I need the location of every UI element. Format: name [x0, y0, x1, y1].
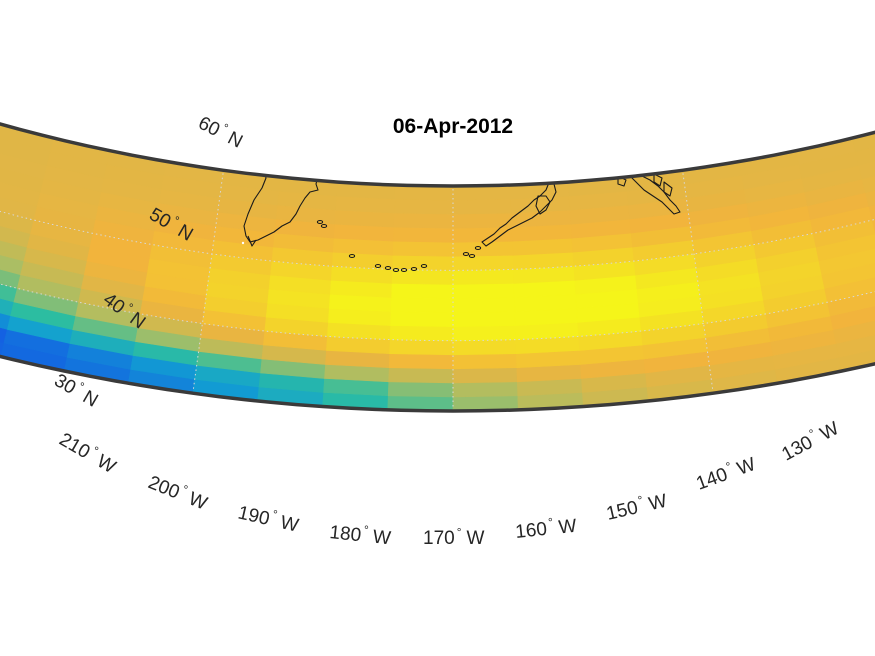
field-cell: [452, 254, 514, 271]
field-cell: [389, 325, 454, 342]
field-cell: [387, 381, 454, 398]
longitude-label: 140°W: [693, 451, 759, 495]
field-cell: [452, 353, 518, 370]
field-cell: [388, 367, 454, 384]
longitude-label: 210°W: [56, 427, 121, 479]
graticule: [0, 12, 875, 411]
field-cell: [821, 260, 875, 289]
field-cell: [452, 297, 516, 313]
map-frame: [0, 122, 875, 413]
field-cell: [393, 212, 454, 229]
kodiak-island: [535, 195, 551, 215]
field-cell: [452, 198, 512, 215]
aleutian-island: [462, 251, 470, 257]
field-cell: [452, 325, 517, 342]
longitude-label: 190°W: [236, 499, 301, 536]
meridian-line: [682, 170, 714, 394]
field-cell: [391, 283, 454, 299]
field-cell: [389, 339, 454, 356]
field-cell: [392, 240, 454, 257]
aleutian-island: [410, 266, 418, 272]
field-cell: [452, 367, 518, 384]
field-cell: [452, 268, 515, 285]
coast-island: [653, 173, 663, 187]
map-title: 06-Apr-2012: [393, 115, 513, 138]
longitude-label: 160° W: [514, 513, 578, 543]
field-cell: [824, 274, 875, 303]
aleutian-island: [400, 267, 408, 273]
field-cell: [827, 288, 875, 317]
kamchatka-tip: [247, 235, 257, 247]
longitude-label: 180° W: [328, 519, 392, 549]
field-cell: [394, 198, 454, 215]
field-cell: [388, 353, 454, 370]
longitude-label: 170 ° W: [423, 525, 485, 549]
field-cell: [815, 233, 875, 262]
field-cell: [851, 123, 875, 153]
field-cell: [452, 311, 516, 327]
field-cell: [452, 381, 519, 398]
aleutian-island: [474, 245, 482, 251]
field-cell: [390, 311, 454, 327]
field-cell: [868, 190, 875, 221]
aleutian-island: [348, 253, 356, 259]
coast-island: [663, 181, 673, 197]
aleutian-island: [316, 219, 324, 225]
field-cell: [835, 329, 875, 358]
aleutian-island: [320, 223, 328, 229]
longitude-labels: 210°W 200°W 190°W 180° W 170 ° W 160° W 150° W 140°W…: [56, 415, 843, 549]
field-cell: [391, 268, 454, 285]
meridian-line: [192, 170, 224, 394]
aleutian-island: [374, 263, 382, 269]
grid-point: [241, 241, 245, 245]
longitude-label: 200°W: [145, 469, 211, 514]
field-cell: [855, 136, 875, 166]
aleutian-island: [384, 265, 392, 271]
longitude-label: 130°W: [777, 415, 843, 465]
field-cell: [871, 204, 875, 235]
field-cell: [390, 297, 454, 313]
field-cell: [832, 315, 875, 344]
field-cell: [861, 163, 875, 194]
field-cell: [858, 150, 875, 180]
alaska-peninsula-coast: [481, 179, 557, 247]
field-cell: [838, 342, 875, 372]
field-cell: [392, 254, 454, 271]
aleutian-island: [392, 267, 400, 273]
aleutian-island: [420, 263, 428, 269]
field-cell: [818, 247, 875, 276]
aleutian-island: [468, 253, 476, 259]
field-cell: [452, 283, 515, 299]
field-cell: [452, 339, 517, 356]
longitude-label: 150° W: [604, 488, 669, 525]
data-field: [0, 123, 875, 411]
latitude-label: 60°N: [195, 110, 247, 153]
field-cell: [865, 177, 875, 207]
field-cell: [452, 226, 513, 243]
field-cell: [393, 226, 454, 243]
southeast-alaska-coast: [627, 163, 681, 215]
